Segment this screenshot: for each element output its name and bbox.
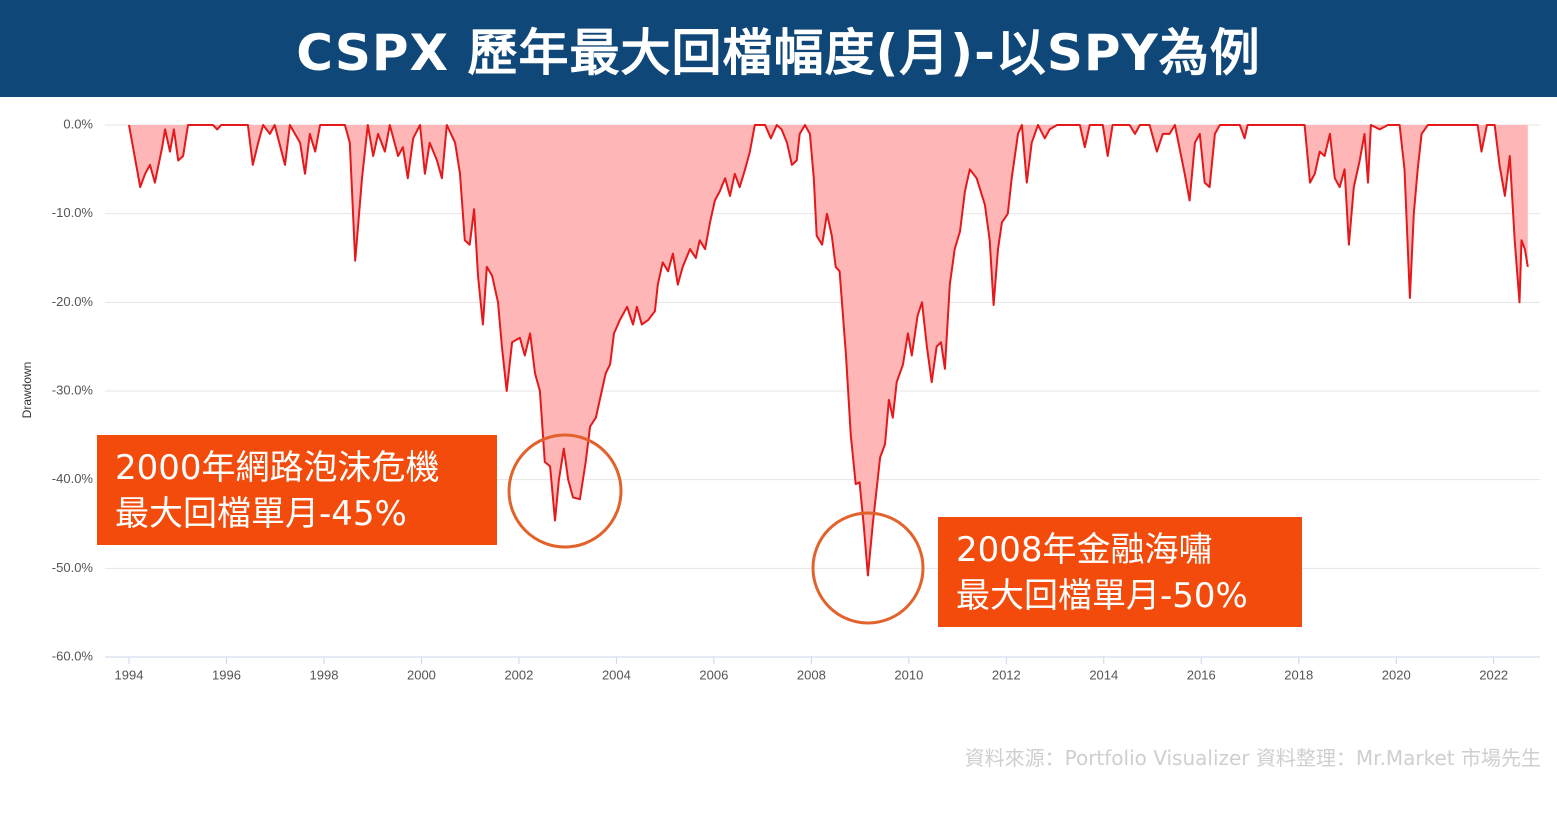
x-tick-label: 1994 (115, 667, 144, 682)
annotation: 2008年金融海嘯 最大回檔單月-50% (938, 517, 1302, 627)
x-tick-label: 2010 (894, 667, 923, 682)
y-tick-label: -50.0% (52, 560, 94, 575)
annotation: 2000年網路泡沫危機 最大回檔單月-45% (97, 435, 497, 545)
x-tick-label: 2020 (1382, 667, 1411, 682)
x-tick-label: 2008 (797, 667, 826, 682)
x-tick-label: 2004 (602, 667, 631, 682)
y-tick-label: 0.0% (63, 116, 93, 131)
y-tick-label: -20.0% (52, 294, 94, 309)
y-axis-label: Drawdown (20, 362, 34, 419)
x-tick-label: 2012 (992, 667, 1021, 682)
x-tick-label: 2018 (1284, 667, 1313, 682)
title-bar: CSPX 歷年最大回檔幅度(月)-以SPY為例 (0, 0, 1557, 97)
area-fill (129, 125, 1528, 576)
x-tick-label: 2022 (1479, 667, 1508, 682)
x-tick-label: 1996 (212, 667, 241, 682)
y-tick-label: -10.0% (52, 205, 94, 220)
annotation-line: 最大回檔單月-50% (956, 576, 1248, 616)
x-tick-label: 2002 (504, 667, 533, 682)
source-note: 資料來源：Portfolio Visualizer 資料整理：Mr.Market… (964, 746, 1541, 770)
annotation-line: 2000年網路泡沫危機 (115, 448, 440, 488)
annotation-line: 最大回檔單月-45% (115, 494, 407, 534)
title: CSPX 歷年最大回檔幅度(月)-以SPY為例 (296, 23, 1261, 82)
x-tick-label: 2014 (1089, 667, 1118, 682)
y-tick-label: -40.0% (52, 471, 94, 486)
y-tick-label: -30.0% (52, 382, 94, 397)
x-tick-label: 1998 (310, 667, 339, 682)
annotation-line: 2008年金融海嘯 (956, 530, 1213, 570)
x-tick-label: 2016 (1187, 667, 1216, 682)
x-tick-label: 2000 (407, 667, 436, 682)
drawdown-line (128, 124, 1529, 577)
y-tick-label: -60.0% (52, 648, 94, 663)
x-tick-label: 2006 (699, 667, 728, 682)
